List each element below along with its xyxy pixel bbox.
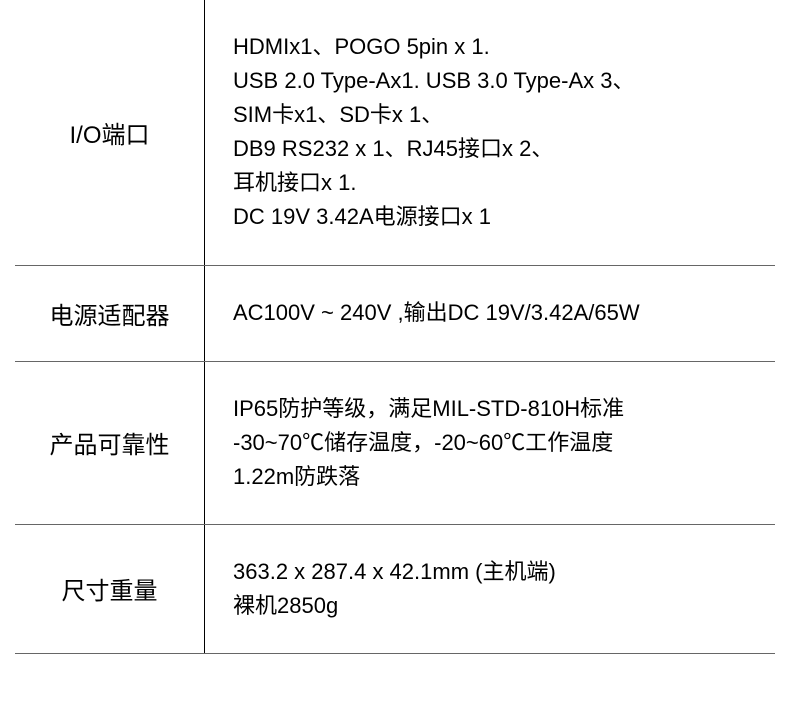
row-label-reliability: 产品可靠性 [15, 362, 205, 524]
row-value-io: HDMIx1、POGO 5pin x 1. USB 2.0 Type-Ax1. … [205, 0, 775, 265]
table-row: 产品可靠性 IP65防护等级，满足MIL-STD-810H标准 -30~70℃储… [15, 362, 775, 525]
table-row: I/O端口 HDMIx1、POGO 5pin x 1. USB 2.0 Type… [15, 0, 775, 266]
value-line: AC100V ~ 240V ,输出DC 19V/3.42A/65W [233, 296, 755, 330]
value-line: HDMIx1、POGO 5pin x 1. [233, 30, 755, 64]
table-row: 电源适配器 AC100V ~ 240V ,输出DC 19V/3.42A/65W [15, 266, 775, 362]
value-line: IP65防护等级，满足MIL-STD-810H标准 [233, 392, 755, 426]
value-line: 1.22m防跌落 [233, 460, 755, 494]
row-value-size: 363.2 x 287.4 x 42.1mm (主机端) 裸机2850g [205, 525, 775, 653]
row-label-size: 尺寸重量 [15, 525, 205, 653]
value-line: 裸机2850g [233, 589, 755, 623]
value-line: SIM卡x1、SD卡x 1、 [233, 98, 755, 132]
spec-table: I/O端口 HDMIx1、POGO 5pin x 1. USB 2.0 Type… [15, 0, 775, 654]
value-line: -30~70℃储存温度，-20~60℃工作温度 [233, 426, 755, 460]
row-value-reliability: IP65防护等级，满足MIL-STD-810H标准 -30~70℃储存温度，-2… [205, 362, 775, 524]
row-label-io: I/O端口 [15, 0, 205, 265]
table-row: 尺寸重量 363.2 x 287.4 x 42.1mm (主机端) 裸机2850… [15, 525, 775, 654]
value-line: DB9 RS232 x 1、RJ45接口x 2、 [233, 132, 755, 166]
row-value-power: AC100V ~ 240V ,输出DC 19V/3.42A/65W [205, 266, 775, 361]
value-line: 363.2 x 287.4 x 42.1mm (主机端) [233, 555, 755, 589]
row-label-power: 电源适配器 [15, 266, 205, 361]
value-line: USB 2.0 Type-Ax1. USB 3.0 Type-Ax 3、 [233, 64, 755, 98]
value-line: 耳机接口x 1. [233, 166, 755, 200]
value-line: DC 19V 3.42A电源接口x 1 [233, 200, 755, 234]
